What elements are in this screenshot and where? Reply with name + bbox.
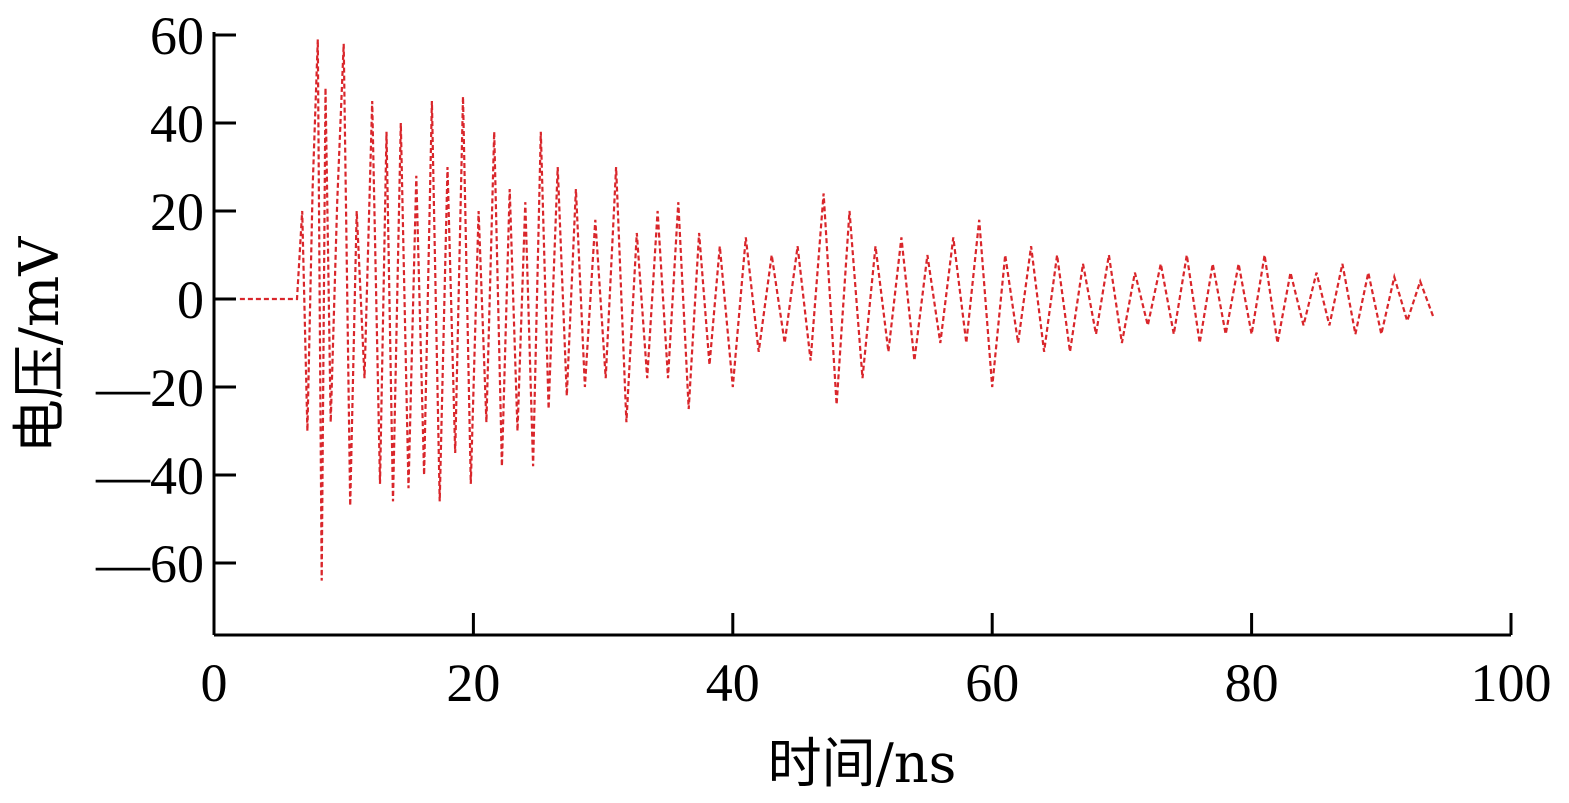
x-tick-label: 60 xyxy=(965,653,1019,713)
y-tick-label: 20 xyxy=(150,182,204,242)
x-tick-label: 100 xyxy=(1471,653,1552,713)
y-tick-label: —40 xyxy=(95,446,204,506)
x-tick-label: 40 xyxy=(706,653,760,713)
y-tick-label: —60 xyxy=(95,534,204,594)
x-tick-label: 0 xyxy=(201,653,228,713)
axes xyxy=(212,32,1511,637)
y-axis-title: 电压/mV xyxy=(8,236,71,453)
x-axis-title: 时间/ns xyxy=(768,732,957,795)
axis-ticks xyxy=(212,33,1513,635)
y-tick-label: 40 xyxy=(150,94,204,154)
voltage-series-line xyxy=(239,39,1435,581)
y-tick-label: 0 xyxy=(177,270,204,330)
signal-series xyxy=(239,39,1435,581)
y-tick-label: 60 xyxy=(150,6,204,66)
x-tick-label: 80 xyxy=(1225,653,1279,713)
x-tick-label: 20 xyxy=(446,653,500,713)
tick-labels: 0 20 40 60 80 100 60 40 20 0 —20 —40 —60 xyxy=(95,6,1552,713)
y-tick-label: —20 xyxy=(95,358,204,418)
